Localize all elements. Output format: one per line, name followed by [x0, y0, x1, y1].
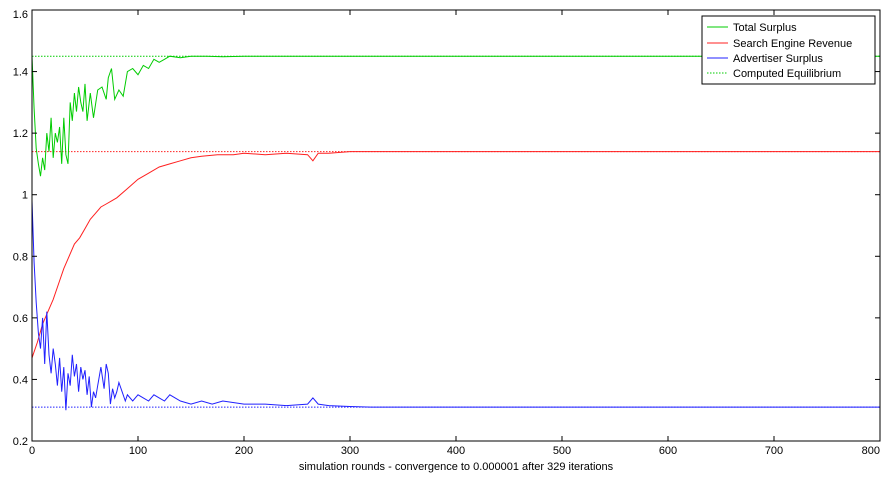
- legend: Total Surplus Search Engine Revenue Adve…: [701, 15, 876, 85]
- legend-box: [701, 15, 876, 85]
- x-tick-label: 100: [129, 445, 147, 457]
- y-tick-label: 0.4: [13, 374, 28, 386]
- y-tick-label: 0.8: [13, 251, 28, 263]
- x-axis-ticks: 0 100 200 300 400 500 600 700 800: [29, 10, 881, 457]
- series-line-advertiser-surplus: [31, 200, 880, 411]
- series-line-total-surplus: [31, 55, 880, 177]
- legend-label-total-surplus: Total Surplus: [733, 22, 797, 34]
- x-tick-label: 0: [29, 445, 35, 457]
- y-tick-label: 0.2: [13, 436, 28, 448]
- y-tick-label: 0.6: [13, 313, 28, 325]
- x-tick-label: 800: [862, 445, 880, 457]
- y-tick-label: 1.2: [13, 128, 28, 140]
- y-tick-label: 1.6: [13, 9, 28, 21]
- y-axis-ticks: 0.2 0.4 0.6 0.8 1 1.2 1.4 1.6: [13, 9, 880, 448]
- series-line-search-engine-revenue: [31, 151, 880, 359]
- x-tick-label: 500: [553, 445, 571, 457]
- legend-label-search-engine-revenue: Search Engine Revenue: [733, 38, 852, 50]
- x-tick-label: 600: [659, 445, 677, 457]
- x-tick-label: 300: [341, 445, 359, 457]
- x-tick-label: 700: [765, 445, 783, 457]
- y-tick-label: 1: [22, 190, 28, 202]
- x-axis-label: simulation rounds - convergence to 0.000…: [299, 461, 614, 473]
- series-layer: [31, 55, 880, 411]
- x-tick-label: 400: [447, 445, 465, 457]
- legend-label-computed-equilibrium: Computed Equilibrium: [733, 68, 841, 80]
- x-tick-label: 200: [235, 445, 253, 457]
- y-tick-label: 1.4: [13, 67, 28, 79]
- legend-label-advertiser-surplus: Advertiser Surplus: [733, 53, 823, 65]
